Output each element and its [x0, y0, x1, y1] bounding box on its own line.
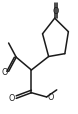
- Text: O: O: [47, 93, 53, 102]
- Text: O: O: [1, 67, 8, 76]
- Text: O: O: [9, 93, 15, 102]
- Text: O: O: [52, 7, 59, 16]
